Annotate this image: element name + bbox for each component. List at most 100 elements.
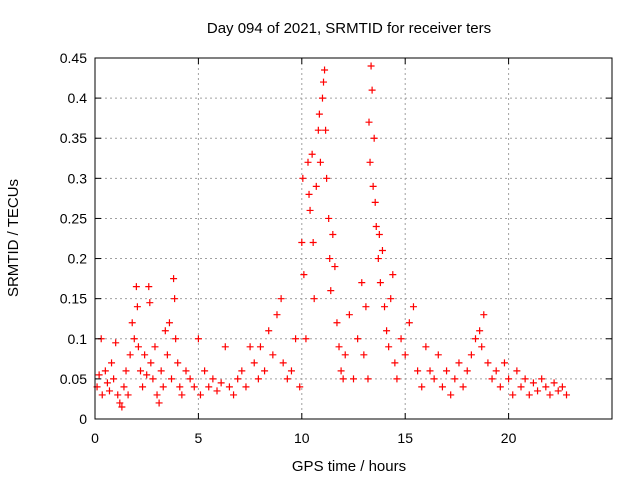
data-point: [298, 239, 306, 247]
data-point: [134, 343, 142, 351]
data-point: [369, 182, 377, 190]
y-axis-title: SRMTID / TECUs: [5, 179, 22, 297]
data-point: [321, 66, 329, 74]
data-point: [327, 287, 335, 295]
data-point: [383, 327, 391, 335]
data-point: [310, 295, 318, 303]
data-point: [308, 150, 316, 158]
data-point: [163, 351, 171, 359]
data-point: [300, 271, 308, 279]
data-point: [401, 351, 409, 359]
data-point: [538, 375, 546, 383]
data-point: [500, 359, 508, 367]
data-point: [98, 391, 106, 399]
x-tick-label: 5: [195, 430, 203, 446]
x-axis-title: GPS time / hours: [292, 458, 406, 475]
data-point: [455, 359, 463, 367]
data-point: [364, 375, 372, 383]
data-point: [112, 339, 120, 347]
data-point: [405, 319, 413, 327]
data-point: [273, 311, 281, 319]
data-point: [389, 271, 397, 279]
data-point: [422, 343, 430, 351]
data-point: [120, 383, 128, 391]
data-point: [333, 319, 341, 327]
data-point: [304, 158, 312, 166]
data-point: [217, 379, 225, 387]
data-point: [105, 387, 113, 395]
data-point: [480, 311, 488, 319]
data-point: [153, 391, 161, 399]
data-point: [246, 343, 254, 351]
data-point: [358, 279, 366, 287]
data-point: [161, 327, 169, 335]
data-point: [517, 383, 525, 391]
data-point: [254, 375, 262, 383]
data-point: [190, 383, 198, 391]
data-point: [378, 247, 386, 255]
data-point: [387, 295, 395, 303]
data-point: [335, 343, 343, 351]
data-point: [367, 62, 375, 70]
data-point: [95, 371, 103, 379]
data-point: [397, 335, 405, 343]
data-point: [447, 391, 455, 399]
data-point: [186, 375, 194, 383]
x-tick-label: 10: [294, 430, 310, 446]
plot-frame: [94, 57, 613, 420]
data-point: [151, 343, 159, 351]
data-point: [376, 279, 384, 287]
data-point: [114, 391, 122, 399]
data-point: [230, 391, 238, 399]
grid-lines: [95, 58, 612, 419]
data-point: [391, 359, 399, 367]
data-point: [546, 391, 554, 399]
data-point: [309, 239, 317, 247]
y-tick-label: 0.1: [68, 331, 88, 347]
data-point: [430, 375, 438, 383]
data-point: [133, 303, 141, 311]
data-point: [371, 198, 379, 206]
data-point: [337, 367, 345, 375]
data-point: [426, 367, 434, 375]
data-point: [165, 319, 173, 327]
data-point: [157, 367, 165, 375]
x-tick-label: 15: [397, 430, 413, 446]
data-point: [305, 190, 313, 198]
data-point: [354, 335, 362, 343]
data-point: [476, 327, 484, 335]
data-point: [178, 391, 186, 399]
data-point: [492, 367, 500, 375]
data-point: [341, 351, 349, 359]
data-point: [563, 391, 571, 399]
data-point: [323, 174, 331, 182]
data-point: [234, 375, 242, 383]
data-point: [118, 403, 126, 411]
data-point: [558, 383, 566, 391]
data-point: [194, 335, 202, 343]
data-point: [141, 351, 149, 359]
data-point: [124, 391, 132, 399]
data-point: [329, 230, 337, 238]
y-tick-label: 0.2: [68, 251, 88, 267]
data-point: [443, 367, 451, 375]
data-point: [302, 335, 310, 343]
data-point: [171, 295, 179, 303]
data-point: [472, 335, 480, 343]
y-tick-label: 0.3: [68, 170, 88, 186]
data-point: [467, 351, 475, 359]
data-point: [312, 182, 320, 190]
data-point: [132, 283, 140, 291]
data-point: [108, 359, 116, 367]
data-point: [316, 158, 324, 166]
data-point: [331, 263, 339, 271]
data-point: [362, 303, 370, 311]
data-point: [459, 383, 467, 391]
data-point: [509, 391, 517, 399]
data-point: [488, 375, 496, 383]
data-point: [318, 94, 326, 102]
data-point: [277, 295, 285, 303]
data-point: [225, 383, 233, 391]
x-tick-label: 20: [501, 430, 517, 446]
